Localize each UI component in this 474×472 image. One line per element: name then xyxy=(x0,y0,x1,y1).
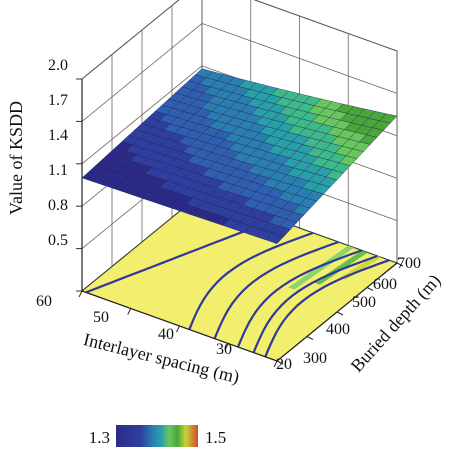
y-tick-mark xyxy=(306,336,314,340)
x-tick-mark xyxy=(273,360,278,368)
z-tick-label: 0.8 xyxy=(48,197,68,214)
colorbar-max-label: 1.5 xyxy=(205,428,226,447)
y-tick-mark xyxy=(276,360,284,365)
contour-line xyxy=(236,249,363,348)
z-tick-label: 1.1 xyxy=(48,162,68,179)
y-tick-label: 500 xyxy=(352,294,376,311)
contour-line xyxy=(264,259,390,358)
z-axis-title: Value of KSDD xyxy=(6,101,26,215)
z-tick-label: 2.0 xyxy=(48,57,68,74)
x-tick-label: 40 xyxy=(158,326,174,343)
colorbar-min-label: 1.3 xyxy=(89,428,110,447)
contour-line xyxy=(188,231,314,330)
y-tick-label: 600 xyxy=(373,276,397,293)
x-tick-label: 50 xyxy=(93,309,109,326)
floor-color-band xyxy=(288,245,355,290)
colorbar xyxy=(116,425,198,447)
x-tick-label: 30 xyxy=(216,341,232,358)
ksdd-surface xyxy=(81,68,398,244)
z-tick-label: 1.7 xyxy=(48,92,68,109)
y-tick-label: 300 xyxy=(303,350,327,367)
x-tick-label: 60 xyxy=(36,293,52,310)
z-gridline xyxy=(81,0,398,80)
y-tick-mark xyxy=(396,262,404,267)
z-tick-label: 1.4 xyxy=(48,127,68,144)
y-tick-label: 400 xyxy=(326,321,350,338)
contour-line xyxy=(213,240,339,340)
surface-facet xyxy=(379,113,398,124)
y-tick-mark xyxy=(336,311,344,316)
x-tick-mark xyxy=(224,343,229,350)
contour-line xyxy=(85,225,257,294)
z-tick-label: 0.5 xyxy=(48,232,68,249)
contour-line xyxy=(252,254,378,354)
x-tick-label: 20 xyxy=(276,356,292,373)
floor-contours xyxy=(85,225,390,358)
x-tick-mark xyxy=(127,308,132,315)
x-tick-mark xyxy=(78,290,83,298)
y-tick-label: 700 xyxy=(397,255,421,272)
front-box-edges xyxy=(78,79,404,368)
y-tick-mark xyxy=(366,287,374,291)
x-tick-mark xyxy=(176,325,180,333)
